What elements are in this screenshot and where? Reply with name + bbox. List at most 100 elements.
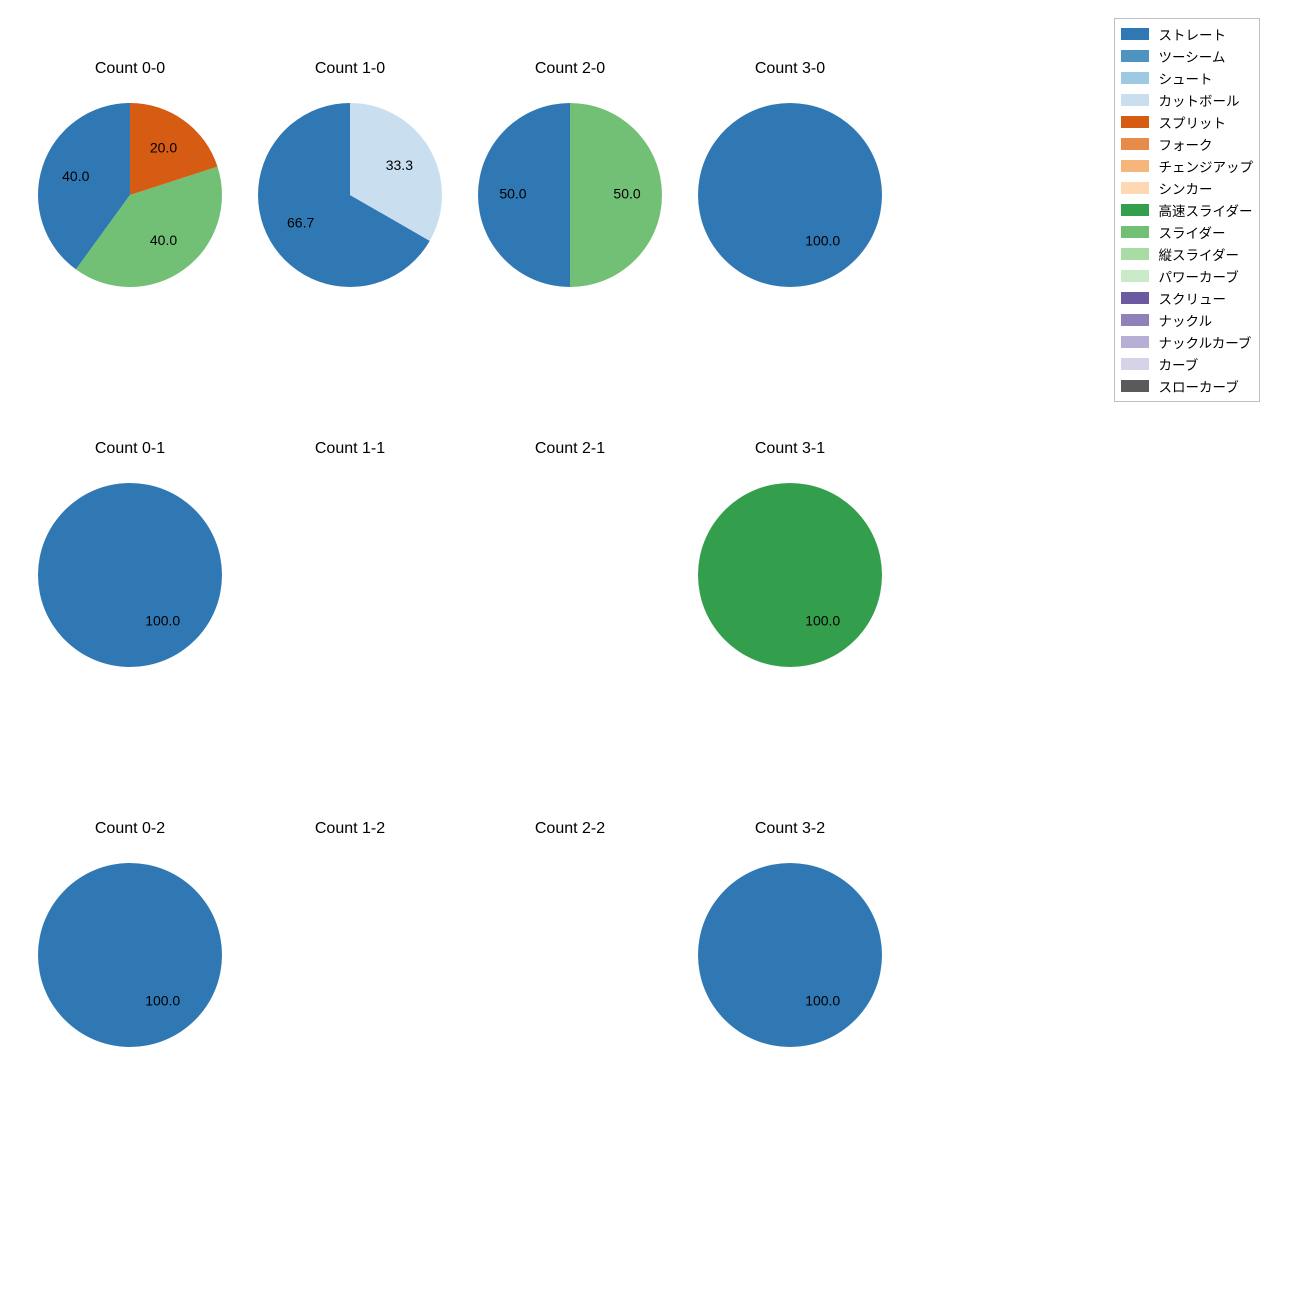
legend-label: 高速スライダー bbox=[1159, 200, 1253, 220]
legend-swatch bbox=[1121, 380, 1149, 392]
legend-label: スクリュー bbox=[1159, 288, 1227, 308]
pie-chart: 100.0 bbox=[35, 860, 225, 1050]
legend-item: シュート bbox=[1121, 67, 1254, 89]
legend-label: ツーシーム bbox=[1159, 46, 1226, 66]
legend-swatch bbox=[1121, 182, 1149, 194]
pie-cell: Count 1-2 bbox=[240, 780, 460, 1160]
legend-swatch bbox=[1121, 72, 1149, 84]
legend-label: カットボール bbox=[1159, 90, 1240, 110]
pie-chart: 100.0 bbox=[695, 860, 885, 1050]
pie-slice-label: 100.0 bbox=[145, 992, 180, 1008]
pie-cell: Count 1-0 66.7 33.3 bbox=[240, 20, 460, 400]
legend-swatch bbox=[1121, 160, 1149, 172]
legend-swatch bbox=[1121, 314, 1149, 326]
pie-slice-label: 33.3 bbox=[386, 157, 413, 173]
legend-swatch bbox=[1121, 358, 1149, 370]
legend-swatch bbox=[1121, 204, 1149, 216]
pie-cell: Count 0-2 100.0 bbox=[20, 780, 240, 1160]
legend-swatch bbox=[1121, 270, 1149, 282]
pie-chart: 100.0 bbox=[695, 480, 885, 670]
legend-item: ナックル bbox=[1121, 309, 1254, 331]
pie-slice bbox=[698, 483, 882, 667]
legend-label: フォーク bbox=[1159, 134, 1213, 154]
legend-item: シンカー bbox=[1121, 177, 1254, 199]
chart-grid: Count 0-040.040.020.0Count 1-066.733.3Co… bbox=[20, 20, 900, 1280]
legend-swatch bbox=[1121, 28, 1149, 40]
pie-title: Count 2-2 bbox=[460, 820, 680, 838]
pie-slice-label: 20.0 bbox=[150, 140, 177, 156]
legend-item: スクリュー bbox=[1121, 287, 1254, 309]
legend-swatch bbox=[1121, 50, 1149, 62]
pie-title: Count 1-0 bbox=[240, 60, 460, 78]
pie-chart: 40.040.020.0 bbox=[35, 100, 225, 290]
pie-title: Count 2-1 bbox=[460, 440, 680, 458]
legend-swatch bbox=[1121, 138, 1149, 150]
pie-slice bbox=[38, 483, 222, 667]
pie-slice-label: 50.0 bbox=[613, 186, 640, 202]
pie-slice-label: 100.0 bbox=[805, 612, 840, 628]
legend-label: ナックルカーブ bbox=[1159, 332, 1252, 352]
pie-slice bbox=[38, 863, 222, 1047]
legend-item: カットボール bbox=[1121, 89, 1254, 111]
legend-item: 高速スライダー bbox=[1121, 199, 1254, 221]
pie-cell: Count 2-0 50.0 50.0 bbox=[460, 20, 680, 400]
pie-cell: Count 0-040.040.020.0 bbox=[20, 20, 240, 400]
legend-swatch bbox=[1121, 336, 1149, 348]
legend-swatch bbox=[1121, 226, 1149, 238]
legend-label: カーブ bbox=[1159, 354, 1199, 374]
pie-chart: 100.0 bbox=[35, 480, 225, 670]
legend-label: スローカーブ bbox=[1159, 376, 1239, 396]
pie-slice-label: 66.7 bbox=[287, 214, 314, 230]
legend-swatch bbox=[1121, 248, 1149, 260]
pie-cell: Count 3-1 100.0 bbox=[680, 400, 900, 780]
legend-item: カーブ bbox=[1121, 353, 1254, 375]
legend-label: シュート bbox=[1159, 68, 1213, 88]
legend-item: チェンジアップ bbox=[1121, 155, 1254, 177]
legend: ストレートツーシームシュートカットボールスプリットフォークチェンジアップシンカー… bbox=[1114, 18, 1261, 402]
legend-item: ナックルカーブ bbox=[1121, 331, 1254, 353]
legend-label: スライダー bbox=[1159, 222, 1226, 242]
legend-label: スプリット bbox=[1159, 112, 1227, 132]
pie-title: Count 3-0 bbox=[680, 60, 900, 78]
pie-title: Count 2-0 bbox=[460, 60, 680, 78]
legend-item: スライダー bbox=[1121, 221, 1254, 243]
legend-item: スローカーブ bbox=[1121, 375, 1254, 397]
pie-slice-label: 50.0 bbox=[499, 186, 526, 202]
pie-slice bbox=[698, 103, 882, 287]
pie-title: Count 1-2 bbox=[240, 820, 460, 838]
legend-item: 縦スライダー bbox=[1121, 243, 1254, 265]
pie-chart: 100.0 bbox=[695, 100, 885, 290]
pie-cell: Count 3-0 100.0 bbox=[680, 20, 900, 400]
pie-cell: Count 2-1 bbox=[460, 400, 680, 780]
legend-swatch bbox=[1121, 94, 1149, 106]
pie-slice-label: 40.0 bbox=[62, 168, 89, 184]
legend-label: ナックル bbox=[1159, 310, 1213, 330]
pie-chart: 50.0 50.0 bbox=[475, 100, 665, 290]
pie-slice-label: 100.0 bbox=[805, 232, 840, 248]
pie-cell: Count 3-2 100.0 bbox=[680, 780, 900, 1160]
pie-chart: 66.7 33.3 bbox=[255, 100, 445, 290]
pie-title: Count 1-1 bbox=[240, 440, 460, 458]
legend-swatch bbox=[1121, 116, 1149, 128]
pie-slice bbox=[698, 863, 882, 1047]
legend-item: パワーカーブ bbox=[1121, 265, 1254, 287]
legend-item: ツーシーム bbox=[1121, 45, 1254, 67]
legend-item: スプリット bbox=[1121, 111, 1254, 133]
pie-title: Count 3-1 bbox=[680, 440, 900, 458]
pie-title: Count 0-2 bbox=[20, 820, 240, 838]
pie-cell: Count 1-1 bbox=[240, 400, 460, 780]
legend-label: シンカー bbox=[1159, 178, 1213, 198]
pie-title: Count 3-2 bbox=[680, 820, 900, 838]
legend-label: ストレート bbox=[1159, 24, 1227, 44]
legend-label: チェンジアップ bbox=[1159, 156, 1254, 176]
pie-cell: Count 0-1 100.0 bbox=[20, 400, 240, 780]
legend-swatch bbox=[1121, 292, 1149, 304]
pie-slice-label: 100.0 bbox=[145, 612, 180, 628]
legend-item: フォーク bbox=[1121, 133, 1254, 155]
legend-item: ストレート bbox=[1121, 23, 1254, 45]
pie-slice-label: 100.0 bbox=[805, 992, 840, 1008]
pie-cell: Count 2-2 bbox=[460, 780, 680, 1160]
legend-label: パワーカーブ bbox=[1159, 266, 1239, 286]
pie-title: Count 0-0 bbox=[20, 60, 240, 78]
pie-title: Count 0-1 bbox=[20, 440, 240, 458]
